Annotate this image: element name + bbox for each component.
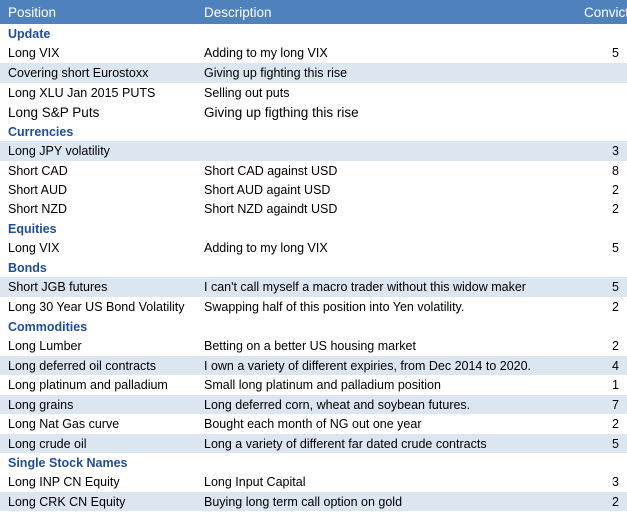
conviction-cell: 3: [612, 144, 619, 158]
table-row: Long Lumber Betting on a better US housin…: [0, 336, 627, 356]
conviction-cell: 2: [612, 182, 619, 197]
position-cell: Covering short Eurostoxx: [8, 66, 149, 80]
table-row: Short AUD Short AUD againt USD 2: [0, 180, 627, 199]
table-row: Short NZD Short NZD againdt USD 2: [0, 199, 627, 219]
table-row: Long deferred oil contracts I own a varie…: [0, 356, 627, 375]
section-row: Update: [0, 24, 627, 43]
position-cell: Long grains: [8, 397, 74, 412]
position-cell: Long deferred oil contracts: [8, 358, 157, 373]
table-row: Long grains Long deferred corn, wheat and…: [0, 395, 627, 414]
table-body: Update Long VIX Adding to my long VIX 5 Cove…: [0, 24, 627, 511]
description-cell: Long Input Capital: [204, 475, 306, 489]
position-cell: Update: [8, 26, 51, 41]
description-cell: Short NZD againdt USD: [204, 202, 338, 216]
description-cell: Short CAD against USD: [204, 163, 338, 178]
conviction-cell: 5: [612, 46, 619, 60]
conviction-cell: 1: [612, 378, 619, 392]
position-cell: Long JPY volatility: [8, 144, 110, 158]
conviction-cell: 2: [612, 300, 619, 314]
table-row: Long XLU Jan 2015 PUTS Selling out puts: [0, 83, 627, 102]
table-row: Long CRK CN Equity Buying long term call …: [0, 492, 627, 511]
conviction-cell: 5: [612, 436, 619, 451]
conviction-cell: 5: [612, 280, 619, 294]
position-cell: Long Lumber: [8, 339, 82, 353]
description-cell: Selling out puts: [204, 85, 290, 100]
description-cell: Giving up figthing this rise: [204, 104, 359, 120]
conviction-cell: 3: [612, 475, 619, 489]
description-cell: Adding to my long VIX: [204, 46, 328, 60]
conviction-cell: 2: [612, 202, 619, 216]
position-cell: Currencies: [8, 124, 74, 139]
description-cell: Giving up fighting this rise: [204, 66, 348, 80]
position-cell: Long CRK CN Equity: [8, 494, 126, 509]
table-row: Covering short Eurostoxx Giving up fighti…: [0, 63, 627, 83]
position-cell: Long 30 Year US Bond Volatility: [8, 300, 185, 314]
section-row: Single Stock Names: [0, 453, 627, 472]
position-cell: Short JGB futures: [8, 280, 108, 294]
position-cell: Long S&P Puts: [8, 104, 100, 120]
positions-table: Position Description Conviction Update Lo…: [0, 0, 627, 511]
position-cell: Short CAD: [8, 163, 68, 178]
table-row: Short JGB futures I can't call myself a m…: [0, 277, 627, 297]
conviction-cell: 2: [612, 339, 619, 353]
description-cell: Adding to my long VIX: [204, 241, 328, 255]
section-row: Commodities: [0, 317, 627, 336]
description-cell: Bought each month of NG out one year: [204, 417, 422, 431]
header-position: Position: [8, 4, 57, 20]
description-cell: I own a variety of different expiries, f…: [204, 358, 532, 373]
table-header: Position Description Conviction: [0, 0, 627, 24]
description-cell: Betting on a better US housing market: [204, 339, 416, 353]
table-row: Long 30 Year US Bond Volatility Swapping …: [0, 297, 627, 317]
section-row: Equities: [0, 219, 627, 238]
description-cell: Short AUD againt USD: [204, 182, 331, 197]
table-row: Long crude oil Long a variety of differen…: [0, 434, 627, 453]
conviction-cell: 2: [612, 417, 619, 431]
conviction-cell: 7: [612, 397, 619, 412]
header-conviction: Conviction: [584, 4, 627, 20]
table-row: Long Nat Gas curve Bought each month of N…: [0, 414, 627, 434]
header-description: Description: [204, 4, 272, 20]
conviction-cell: 2: [612, 494, 619, 509]
position-cell: Long XLU Jan 2015 PUTS: [8, 85, 156, 100]
description-cell: Swapping half of this position into Yen …: [204, 300, 465, 314]
section-row: Bonds: [0, 258, 627, 277]
position-cell: Long VIX: [8, 241, 60, 255]
position-cell: Short NZD: [8, 202, 68, 216]
position-cell: Equities: [8, 221, 57, 236]
table-row: Long VIX Adding to my long VIX 5: [0, 238, 627, 258]
conviction-cell: 4: [612, 358, 619, 373]
section-row: Currencies: [0, 122, 627, 141]
position-cell: Bonds: [8, 260, 47, 275]
position-cell: Short AUD: [8, 182, 68, 197]
position-cell: Long crude oil: [8, 436, 87, 451]
position-cell: Commodities: [8, 319, 88, 334]
position-cell: Long platinum and palladium: [8, 378, 168, 392]
position-cell: Long Nat Gas curve: [8, 417, 120, 431]
description-cell: Long deferred corn, wheat and soybean fu…: [204, 397, 471, 412]
conviction-cell: 5: [612, 241, 619, 255]
table-row: Long JPY volatility 3: [0, 141, 627, 161]
position-cell: Long INP CN Equity: [8, 475, 120, 489]
description-cell: Buying long term call option on gold: [204, 494, 403, 509]
table-row: Short CAD Short CAD against USD 8: [0, 161, 627, 180]
table-row: Long VIX Adding to my long VIX 5: [0, 43, 627, 63]
table-row: Long platinum and palladium Small long pl…: [0, 375, 627, 395]
conviction-cell: 8: [612, 163, 619, 178]
table-row: Long INP CN Equity Long Input Capital 3: [0, 472, 627, 492]
description-cell: I can't call myself a macro trader witho…: [204, 280, 526, 294]
position-cell: Single Stock Names: [8, 455, 128, 470]
position-cell: Long VIX: [8, 46, 60, 60]
description-cell: Small long platinum and palladium positi…: [204, 378, 441, 392]
table-row: Long S&P Puts Giving up figthing this ris…: [0, 102, 627, 122]
description-cell: Long a variety of different far dated cr…: [204, 436, 487, 451]
